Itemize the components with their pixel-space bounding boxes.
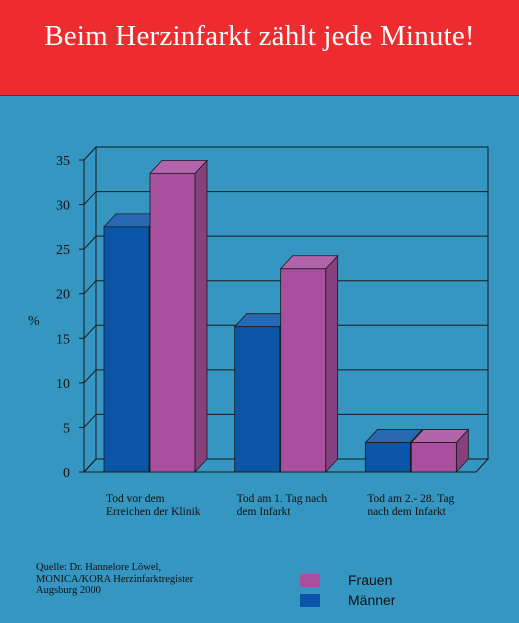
gridline-depth <box>83 235 97 250</box>
bar <box>280 268 327 473</box>
y-tick-label: 15 <box>56 332 70 347</box>
y-tick-label: 0 <box>63 466 70 481</box>
x-tick-label: Tod am 1. Tag nach dem Infarkt <box>237 493 328 518</box>
legend-swatch <box>300 573 320 587</box>
source-note: Quelle: Dr. Hannelore Löwel, MONICA/KORA… <box>36 562 256 597</box>
legend-item: Frauen <box>300 570 395 590</box>
bar <box>149 172 196 473</box>
x-tick-label-line: Tod am 1. Tag nach <box>237 493 328 505</box>
x-tick-label-line: nach dem Infarkt <box>367 506 446 518</box>
x-tick-label-line: dem Infarkt <box>237 506 292 518</box>
legend-item: Männer <box>300 590 395 610</box>
y-tick-label: 35 <box>56 154 70 169</box>
bar-side <box>194 159 208 474</box>
chart-bars <box>103 159 470 474</box>
source-line: Quelle: Dr. Hannelore Löwel, <box>36 562 162 573</box>
legend-label: Frauen <box>348 572 393 588</box>
source-line: MONICA/KORA Herzinfarktregister <box>36 573 194 585</box>
x-tick-label-line: Tod am 2.- 28. Tag <box>367 493 454 505</box>
y-axis-label: % <box>28 314 40 329</box>
gridline-depth <box>83 324 97 339</box>
legend-label: Männer <box>348 592 396 608</box>
gridline-depth <box>83 191 97 205</box>
x-tick-label-line: Erreichen der Klinik <box>106 506 201 518</box>
chart-title: Beim Herzinfarkt zählt jede Minute! <box>44 20 475 52</box>
y-tick-label: 20 <box>56 288 70 303</box>
source-line: Augsburg 2000 <box>36 585 101 596</box>
bar <box>103 226 150 473</box>
bar-side <box>325 254 339 474</box>
gridline-depth <box>83 280 97 295</box>
chart-title-banner: Beim Herzinfarkt zählt jede Minute! <box>0 0 519 96</box>
y-tick-label: 25 <box>56 243 70 258</box>
x-tick-label-line: Tod vor dem <box>106 493 165 505</box>
x-axis-labels: Tod vor dem Erreichen der Klinik Tod am 1.… <box>106 493 455 518</box>
gridline-depth <box>83 146 97 161</box>
y-tick-label: 30 <box>56 199 70 214</box>
gridline-depth <box>83 414 97 428</box>
legend-swatch <box>300 593 320 607</box>
x-tick-label: Tod am 2.- 28. Tag nach dem Infarkt <box>367 493 454 518</box>
y-tick-label: 5 <box>63 421 70 436</box>
y-tick-label: 10 <box>56 377 70 392</box>
x-tick-label: Tod vor dem Erreichen der Klinik <box>106 493 201 518</box>
bar <box>234 326 281 473</box>
bar <box>410 442 457 473</box>
gridline-depth <box>83 369 97 384</box>
y-axis-ticks: 0 5 10 15 20 25 30 35 <box>56 154 84 481</box>
bar <box>364 442 411 473</box>
legend: Frauen Männer <box>300 570 395 610</box>
gridline-depth <box>83 458 97 473</box>
